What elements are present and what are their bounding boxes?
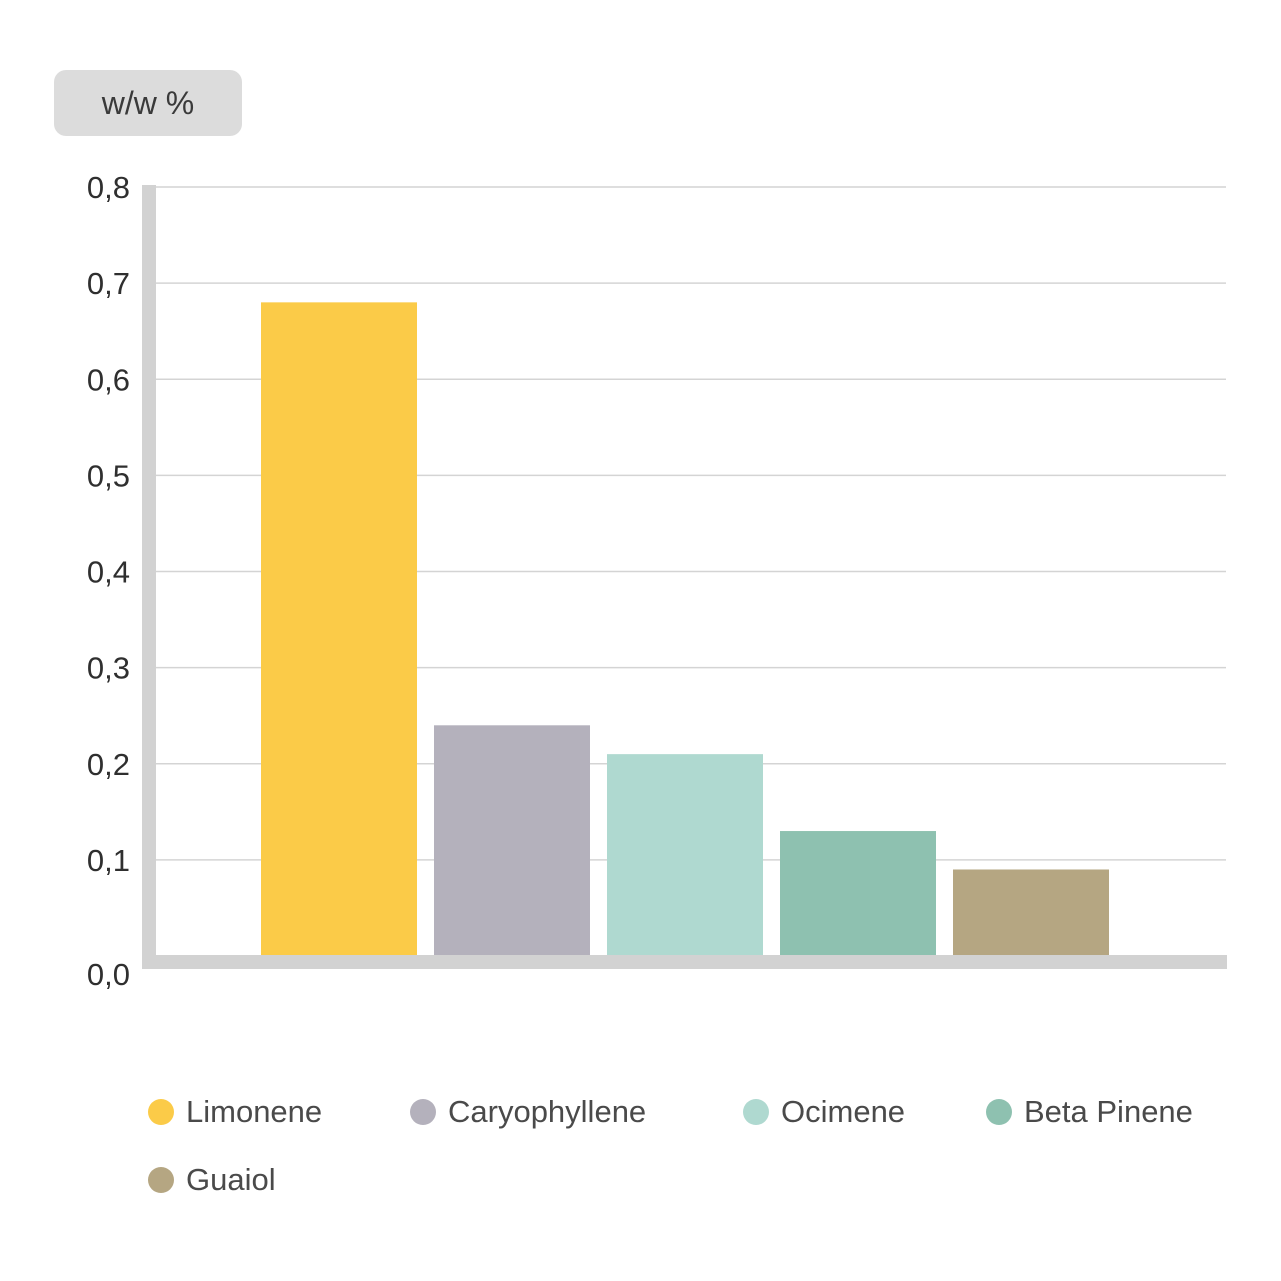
legend-label: Caryophyllene <box>448 1094 647 1129</box>
bars <box>261 302 1109 957</box>
y-tick-label: 0,0 <box>87 957 130 992</box>
bar-beta-pinene <box>780 831 936 956</box>
y-axis-unit-label: w/w % <box>54 70 242 136</box>
legend-swatch <box>148 1167 174 1193</box>
legend-swatch <box>148 1099 174 1125</box>
legend-label: Beta Pinene <box>1024 1094 1193 1129</box>
legend-swatch <box>986 1099 1012 1125</box>
legend-item: Caryophyllene <box>410 1090 646 1134</box>
y-axis-line <box>142 185 156 969</box>
bar-limonene <box>261 302 417 957</box>
y-tick-label: 0,5 <box>87 458 130 493</box>
legend-label: Guaiol <box>186 1162 276 1197</box>
x-axis-line <box>142 955 1227 969</box>
axes <box>142 185 1227 969</box>
bar-caryophyllene <box>434 725 590 956</box>
legend-label: Ocimene <box>781 1094 906 1129</box>
y-tick-label: 0,7 <box>87 266 130 301</box>
y-tick-label: 0,3 <box>87 651 130 686</box>
legend-swatch <box>410 1099 436 1125</box>
y-tick-label: 0,8 <box>87 170 130 205</box>
legend-item: Limonene <box>148 1090 322 1134</box>
bar-ocimene <box>607 754 763 956</box>
legend-item: Guaiol <box>148 1158 276 1202</box>
legend-item: Beta Pinene <box>986 1090 1193 1134</box>
legend-swatch <box>743 1099 769 1125</box>
y-tick-label: 0,4 <box>87 555 130 590</box>
y-tick-label: 0,6 <box>87 362 130 397</box>
legend-label: Limonene <box>186 1094 323 1129</box>
legend-item: Ocimene <box>743 1090 905 1134</box>
y-tick-label: 0,2 <box>87 747 130 782</box>
y-tick-labels: 0,0 0,1 0,2 0,3 0,4 0,5 0,6 0,7 0,8 <box>87 170 130 992</box>
bar-guaiol <box>953 869 1109 956</box>
y-tick-label: 0,1 <box>87 843 130 878</box>
